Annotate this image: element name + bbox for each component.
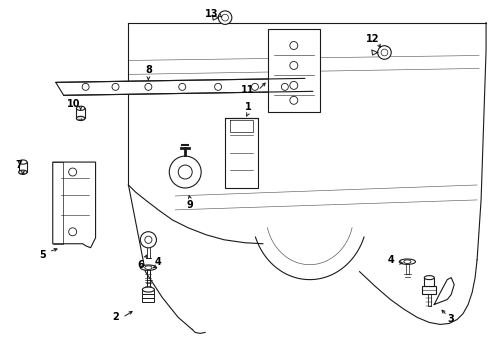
Polygon shape <box>53 162 96 248</box>
Ellipse shape <box>145 266 152 269</box>
Circle shape <box>251 84 258 90</box>
Circle shape <box>145 236 152 243</box>
Text: 12: 12 <box>366 33 379 44</box>
Ellipse shape <box>399 259 416 264</box>
Polygon shape <box>268 28 319 112</box>
Ellipse shape <box>404 260 411 264</box>
Text: 13: 13 <box>205 9 219 19</box>
Circle shape <box>112 84 119 90</box>
Circle shape <box>221 14 228 21</box>
Bar <box>422 285 436 293</box>
Bar <box>424 278 434 285</box>
Ellipse shape <box>76 116 85 121</box>
Circle shape <box>82 84 89 90</box>
Circle shape <box>281 84 288 90</box>
Ellipse shape <box>424 276 434 280</box>
Text: 5: 5 <box>39 250 46 260</box>
Text: 9: 9 <box>187 200 194 210</box>
Circle shape <box>219 11 232 24</box>
Circle shape <box>378 46 391 59</box>
Text: 1: 1 <box>245 102 251 112</box>
Text: 10: 10 <box>67 99 80 109</box>
Bar <box>143 298 154 302</box>
Bar <box>76 108 85 118</box>
Polygon shape <box>434 278 454 305</box>
Circle shape <box>290 96 298 104</box>
Polygon shape <box>225 118 258 188</box>
Text: 11: 11 <box>241 85 255 95</box>
Circle shape <box>179 84 186 90</box>
Circle shape <box>215 84 221 90</box>
Polygon shape <box>56 78 313 95</box>
Circle shape <box>290 62 298 69</box>
Circle shape <box>69 228 76 236</box>
Bar <box>143 293 154 298</box>
Ellipse shape <box>143 287 154 292</box>
Circle shape <box>169 156 201 188</box>
Circle shape <box>140 232 156 248</box>
Polygon shape <box>372 50 378 55</box>
Ellipse shape <box>19 170 27 174</box>
Circle shape <box>178 165 192 179</box>
Circle shape <box>290 81 298 89</box>
Bar <box>19 162 27 172</box>
Text: 4: 4 <box>388 255 395 265</box>
Circle shape <box>290 41 298 50</box>
Polygon shape <box>212 15 219 20</box>
Ellipse shape <box>76 106 85 111</box>
Text: 7: 7 <box>16 160 22 170</box>
Text: 6: 6 <box>137 260 144 270</box>
Text: 3: 3 <box>448 314 455 324</box>
Ellipse shape <box>19 160 27 164</box>
Circle shape <box>381 49 388 56</box>
Text: 2: 2 <box>112 312 119 323</box>
Circle shape <box>145 84 152 90</box>
Text: 4: 4 <box>155 257 162 267</box>
Bar <box>143 289 154 293</box>
Circle shape <box>69 168 76 176</box>
Ellipse shape <box>140 265 156 270</box>
Text: 8: 8 <box>145 66 152 76</box>
